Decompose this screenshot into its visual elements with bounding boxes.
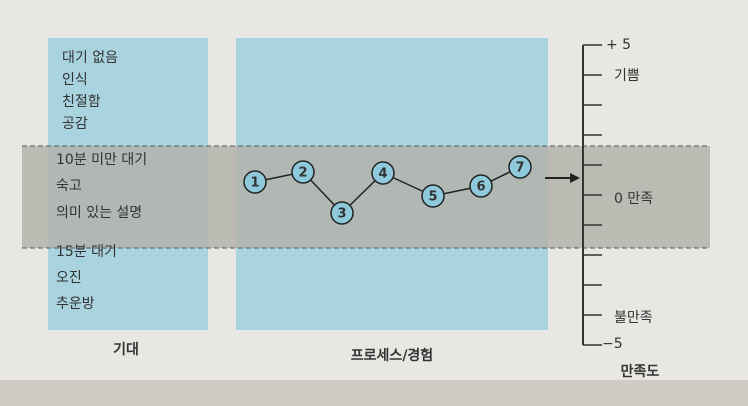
node-label: 4	[378, 167, 387, 182]
column-label: 기대	[113, 342, 139, 358]
expectation-text: 10분 미만 대기	[56, 152, 147, 168]
node	[291, 160, 315, 184]
arrow-head	[570, 173, 580, 183]
node	[330, 201, 354, 225]
expectation-text: 추운방	[56, 296, 95, 312]
expectation-text: 공감	[62, 116, 88, 132]
column-label: 프로세스/경험	[351, 347, 433, 364]
scale-label: −5	[602, 336, 623, 352]
node-label: 6	[476, 180, 485, 195]
expectation-text: 친절함	[62, 94, 101, 110]
node-label: 1	[250, 176, 259, 191]
expectation-text: 인식	[62, 72, 88, 88]
expectation-text: 숙고	[56, 178, 82, 194]
expectation-text: 오진	[56, 270, 82, 286]
node-label: 3	[337, 207, 346, 222]
node	[243, 170, 267, 194]
scale-label: + 5	[606, 37, 631, 53]
expectation-text: 15분 대기	[56, 244, 117, 260]
node-label: 7	[515, 161, 524, 176]
scale-label: 불만족	[614, 310, 653, 326]
expectation-text: 의미 있는 설명	[56, 205, 142, 221]
node	[371, 161, 395, 185]
node	[508, 155, 532, 179]
node	[421, 184, 445, 208]
page-edge	[0, 380, 748, 406]
neutral-band	[22, 146, 710, 248]
node	[469, 174, 493, 198]
node-label: 2	[298, 166, 307, 181]
node-label: 5	[428, 190, 437, 205]
column-label: 만족도	[621, 364, 660, 380]
scale-label: 0 만족	[614, 191, 653, 207]
scale-label: 기쁨	[614, 68, 640, 84]
expectation-text: 대기 없음	[62, 50, 118, 66]
